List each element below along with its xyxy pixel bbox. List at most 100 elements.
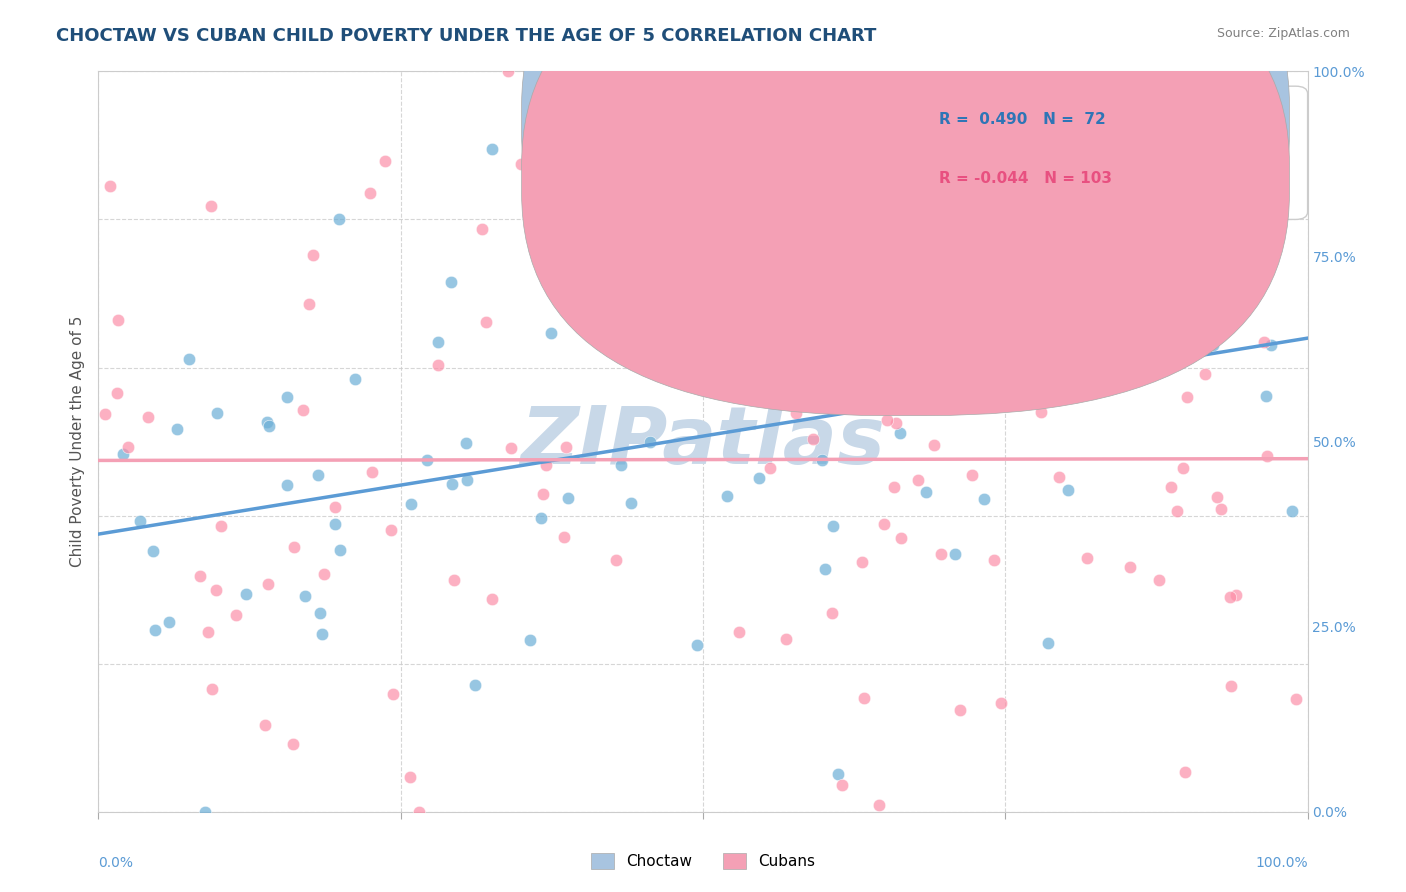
Point [709,383,731,397]
Point [1036,636,1059,650]
FancyBboxPatch shape [848,87,1308,219]
Point [638,434,661,449]
Point [105,386,128,401]
Point [943,547,966,561]
Point [509,157,531,171]
Point [1237,193,1260,207]
Point [519,633,541,648]
Point [129,515,152,529]
Point [209,519,232,533]
Text: 100.0%: 100.0% [1256,856,1308,870]
Point [929,547,952,561]
Point [283,540,305,554]
Text: R = -0.044   N = 103: R = -0.044 N = 103 [939,171,1112,186]
Point [276,478,298,492]
Point [557,491,579,505]
Point [530,511,553,525]
Point [727,624,749,639]
Point [1135,368,1157,382]
Point [1116,320,1139,334]
Point [983,553,1005,567]
Point [801,432,824,446]
Text: R =  0.490   N =  72: R = 0.490 N = 72 [939,112,1105,127]
Point [973,491,995,506]
Point [311,626,333,640]
Point [948,703,970,717]
Point [751,314,773,328]
Point [200,198,222,212]
Point [281,737,304,751]
Point [758,460,780,475]
Point [605,553,627,567]
Point [924,263,946,277]
Point [143,623,166,637]
Point [1253,334,1275,349]
Point [553,530,575,544]
Point [1223,64,1246,78]
Point [188,569,211,583]
Point [785,406,807,420]
Point [415,453,437,467]
Point [481,592,503,607]
Point [814,562,837,576]
Point [361,465,384,479]
Point [555,440,578,454]
Point [1057,483,1080,498]
Point [761,376,783,390]
Point [401,497,423,511]
Point [1173,461,1195,475]
Point [1187,295,1209,310]
Point [716,488,738,502]
Point [294,589,316,603]
Point [1064,286,1087,301]
Point [471,222,494,236]
Point [562,246,585,260]
Point [1021,285,1043,300]
Point [256,415,278,429]
Point [399,770,422,784]
Point [1094,360,1116,375]
Point [775,632,797,647]
Point [301,248,323,262]
Point [890,531,912,545]
Point [201,681,224,696]
Point [456,473,478,487]
Point [464,678,486,692]
Point [744,322,766,336]
Point [329,543,352,558]
Point [620,496,643,510]
Point [1209,501,1232,516]
Point [868,251,890,265]
Point [439,275,461,289]
Point [540,326,562,341]
Point [235,586,257,600]
Point [1281,504,1303,518]
Point [821,606,844,620]
Point [205,582,228,597]
Point [868,797,890,812]
Point [1119,560,1142,574]
Point [803,209,825,223]
Point [481,142,503,156]
Point [93,407,115,421]
Point [1254,389,1277,403]
Point [197,624,219,639]
Text: Source: ZipAtlas.com: Source: ZipAtlas.com [1216,27,1350,40]
Legend: Choctaw, Cubans: Choctaw, Cubans [585,847,821,875]
Point [810,376,832,390]
Point [136,409,159,424]
Text: 0.0%: 0.0% [98,856,134,870]
Point [328,212,350,227]
Point [194,805,217,819]
Point [1149,573,1171,587]
Point [922,438,945,452]
Point [427,334,450,349]
Text: CHOCTAW VS CUBAN CHILD POVERTY UNDER THE AGE OF 5 CORRELATION CHART: CHOCTAW VS CUBAN CHILD POVERTY UNDER THE… [56,27,876,45]
Point [380,523,402,537]
Point [298,297,321,311]
Point [456,436,478,450]
Point [990,696,1012,710]
Point [1219,591,1241,605]
Point [706,229,728,244]
Point [1225,588,1247,602]
